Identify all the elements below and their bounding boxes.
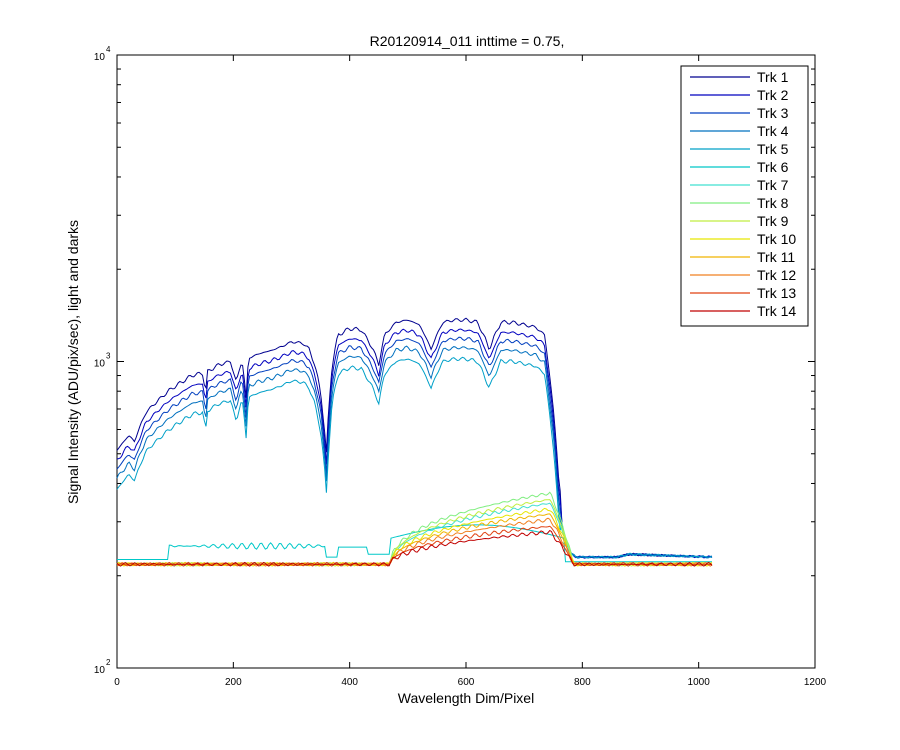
legend-label: Trk 9 bbox=[757, 213, 789, 229]
series-line-6 bbox=[117, 524, 712, 563]
y-tick-label-base: 10 bbox=[94, 665, 106, 676]
y-tick-label-base: 10 bbox=[94, 52, 106, 63]
legend-entries: Trk 1 Trk 2 Trk 3 Trk 4 Trk 5 Trk 6 Trk 7 Trk 8… bbox=[690, 69, 796, 319]
x-tick-label: 800 bbox=[574, 677, 591, 688]
series-line-3 bbox=[116, 336, 712, 559]
legend-label: Trk 10 bbox=[757, 231, 796, 247]
legend-label: Trk 1 bbox=[757, 69, 789, 85]
legend-label: Trk 2 bbox=[757, 87, 789, 103]
x-axis: 0 200 400 600 800 1000 1200 bbox=[114, 55, 827, 688]
legend: Trk 1 Trk 2 Trk 3 Trk 4 Trk 5 Trk 6 Trk 7 Trk 8… bbox=[680, 65, 809, 327]
series-group bbox=[116, 317, 713, 567]
x-tick-label: 1000 bbox=[688, 677, 711, 688]
legend-label: Trk 5 bbox=[757, 141, 789, 157]
legend-label: Trk 4 bbox=[757, 123, 789, 139]
legend-label: Trk 6 bbox=[757, 159, 789, 175]
x-tick-label: 200 bbox=[225, 677, 242, 688]
x-tick-label: 1200 bbox=[804, 677, 827, 688]
y-tick-label-exp: 2 bbox=[106, 658, 111, 667]
y-axis-label: Signal Intensity (ADU/pix/sec), light an… bbox=[65, 220, 81, 504]
y-tick-label-exp: 4 bbox=[106, 45, 111, 54]
y-tick-label-base: 10 bbox=[94, 359, 106, 370]
x-tick-label: 400 bbox=[341, 677, 358, 688]
series-line-14 bbox=[116, 529, 713, 567]
x-tick-label: 0 bbox=[114, 677, 120, 688]
legend-label: Trk 3 bbox=[757, 105, 789, 121]
x-axis-label: Wavelength Dim/Pixel bbox=[398, 690, 534, 706]
legend-label: Trk 12 bbox=[757, 267, 796, 283]
series-line-5 bbox=[116, 356, 712, 559]
legend-label: Trk 11 bbox=[757, 249, 795, 265]
y-tick-label-exp: 3 bbox=[106, 352, 111, 361]
legend-label: Trk 7 bbox=[757, 177, 789, 193]
chart-title: R20120914_011 inttime = 0.75, bbox=[370, 33, 565, 49]
legend-label: Trk 13 bbox=[757, 285, 796, 301]
legend-label: Trk 8 bbox=[757, 195, 789, 211]
series-line-12 bbox=[116, 517, 713, 567]
legend-label: Trk 14 bbox=[757, 303, 796, 319]
x-tick-label: 600 bbox=[458, 677, 475, 688]
legend-box bbox=[680, 65, 809, 327]
